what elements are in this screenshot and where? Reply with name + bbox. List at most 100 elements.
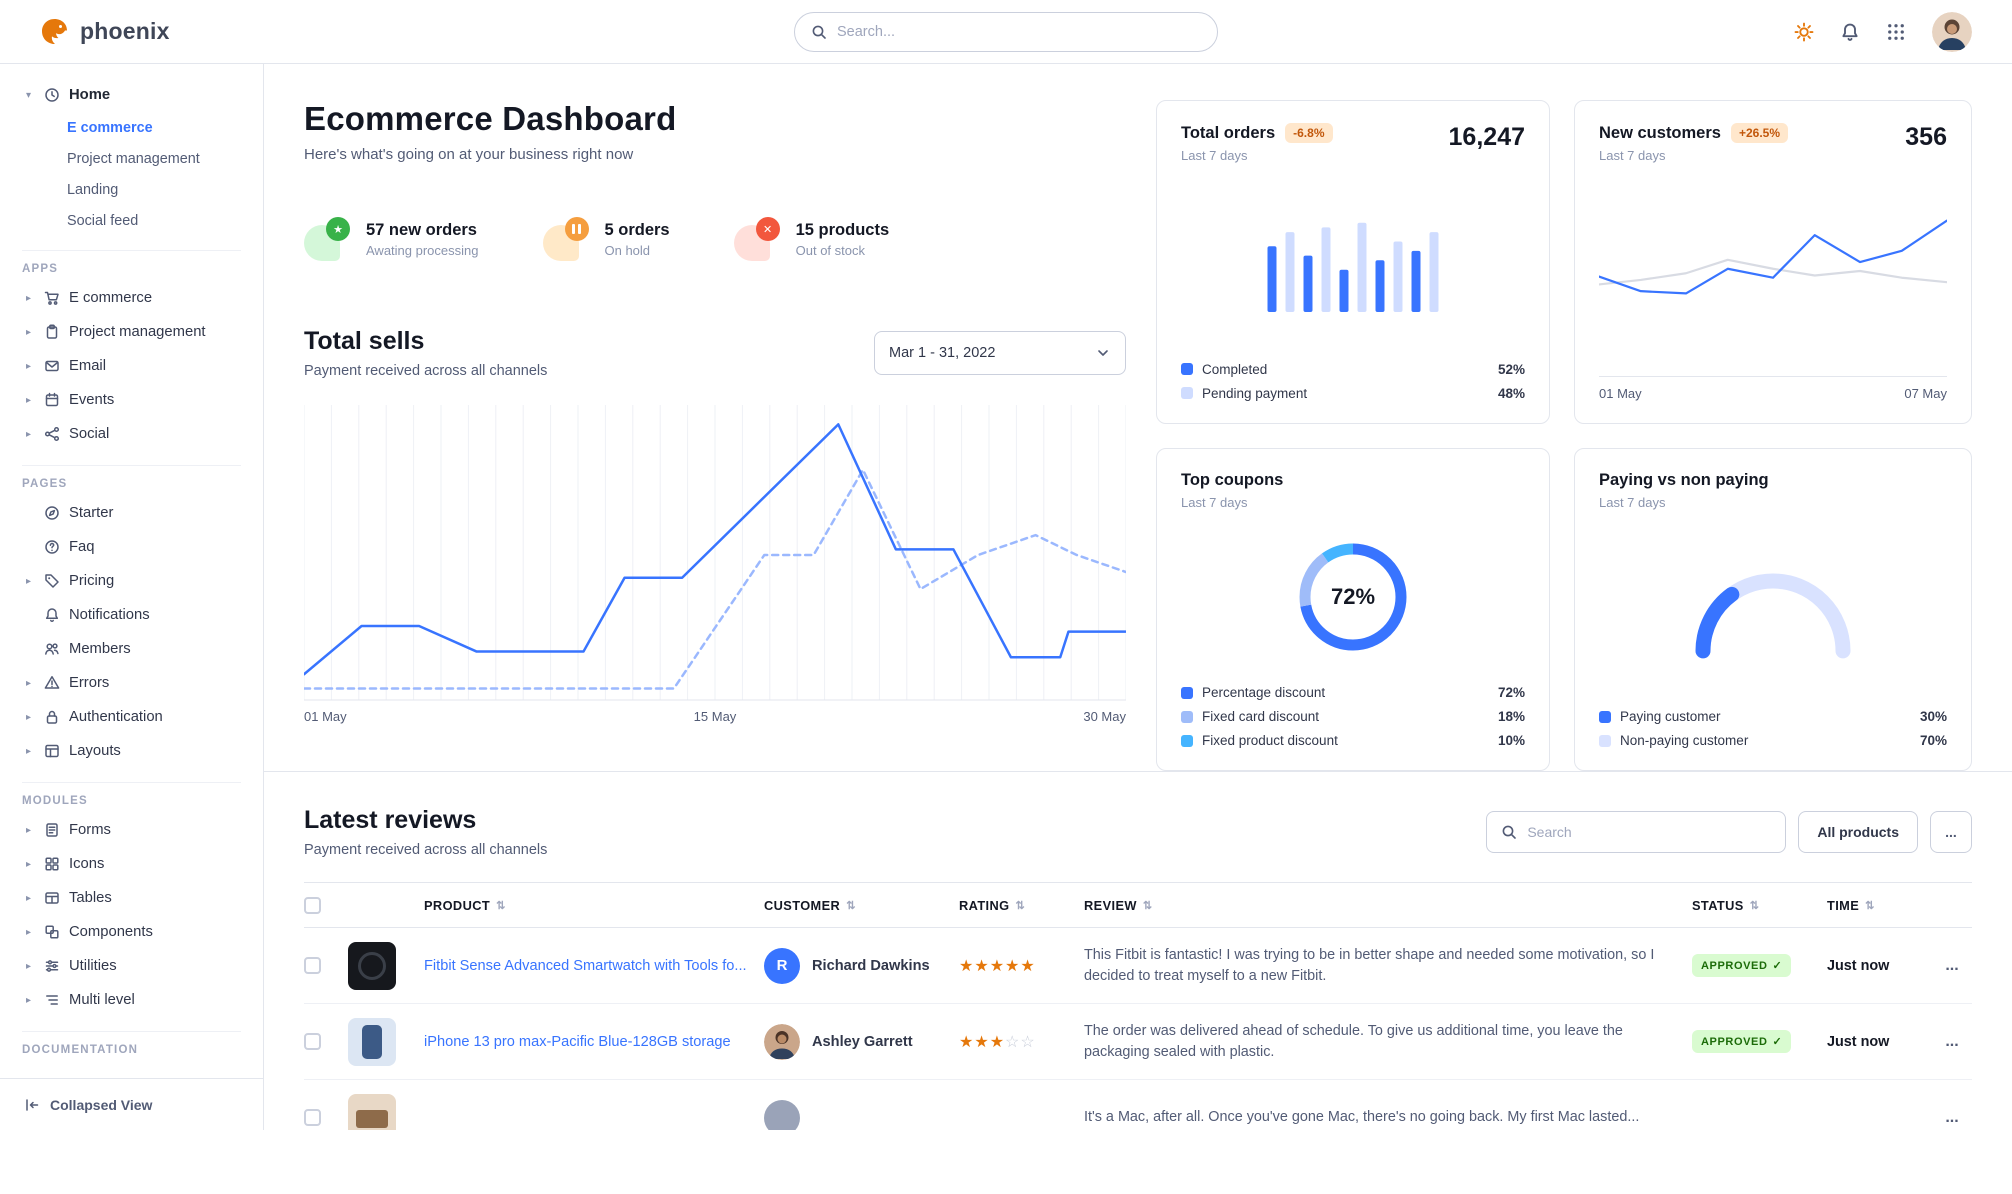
topbar: phoenix xyxy=(0,0,2012,64)
reviews-search[interactable] xyxy=(1486,811,1786,853)
row-checkbox[interactable] xyxy=(304,1109,321,1126)
row-more-button[interactable]: ... xyxy=(1932,1033,1972,1051)
customer-avatar[interactable]: R xyxy=(764,948,800,984)
caret-right-icon[interactable]: ▸ xyxy=(22,678,35,689)
sidebar-item-members[interactable]: Members xyxy=(22,632,241,666)
sidebar-item-apps-ecommerce[interactable]: ▸ E commerce xyxy=(22,281,241,315)
column-product[interactable]: PRODUCT⇅ xyxy=(424,898,764,913)
sidebar-item-layouts[interactable]: ▸ Layouts xyxy=(22,734,241,768)
caret-down-icon[interactable]: ▾ xyxy=(22,90,35,101)
product-link[interactable]: iPhone 13 pro max-Pacific Blue-128GB sto… xyxy=(424,1034,764,1050)
trend-badge: -6.8% xyxy=(1285,123,1332,143)
reviews-table: PRODUCT⇅ CUSTOMER⇅ RATING⇅ REVIEW⇅ STATU… xyxy=(304,882,1972,1130)
global-search-input[interactable] xyxy=(837,24,1201,40)
main-content: Ecommerce Dashboard Here's what's going … xyxy=(264,64,2012,1130)
caret-right-icon[interactable]: ▸ xyxy=(22,825,35,836)
customer-avatar[interactable] xyxy=(764,1024,800,1060)
sidebar-item-multi-level[interactable]: ▸ Multi level xyxy=(22,983,241,1017)
caret-right-icon[interactable]: ▸ xyxy=(22,429,35,440)
donut-center-label: 72% xyxy=(1293,537,1413,657)
theme-toggle-sun-icon[interactable] xyxy=(1794,22,1814,42)
sliders-icon xyxy=(44,958,60,974)
column-status[interactable]: STATUS⇅ xyxy=(1692,898,1827,913)
topbar-actions xyxy=(1794,12,1972,52)
sidebar-item-apps-email[interactable]: ▸ Email xyxy=(22,349,241,383)
sidebar-item-home[interactable]: ▾ Home xyxy=(22,78,241,112)
sidebar-item-icons[interactable]: ▸ Icons xyxy=(22,847,241,881)
brand-logo[interactable]: phoenix xyxy=(40,17,170,47)
x-icon: ✕ xyxy=(756,217,780,241)
apps-grid-icon[interactable] xyxy=(1886,22,1906,42)
sidebar-item-ecommerce[interactable]: E commerce xyxy=(67,112,241,143)
caret-right-icon[interactable]: ▸ xyxy=(22,327,35,338)
product-link[interactable]: Fitbit Sense Advanced Smartwatch with To… xyxy=(424,958,764,974)
column-rating[interactable]: RATING⇅ xyxy=(959,898,1084,913)
compass-icon xyxy=(44,505,60,521)
sidebar-item-apps-social[interactable]: ▸ Social xyxy=(22,417,241,451)
legend-item: Fixed product discount 10% xyxy=(1181,733,1525,748)
global-search[interactable] xyxy=(794,12,1218,52)
caret-right-icon[interactable]: ▸ xyxy=(22,927,35,938)
sidebar-item-starter[interactable]: Starter xyxy=(22,496,241,530)
collapsed-view-label: Collapsed View xyxy=(50,1097,152,1113)
column-review[interactable]: REVIEW⇅ xyxy=(1084,898,1692,913)
sidebar-item-components[interactable]: ▸ Components xyxy=(22,915,241,949)
column-time[interactable]: TIME⇅ xyxy=(1827,898,1932,913)
row-checkbox[interactable] xyxy=(304,1033,321,1050)
card-new-customers: New customers +26.5% Last 7 days 356 01 … xyxy=(1574,100,1972,424)
row-more-button[interactable]: ... xyxy=(1932,1109,1972,1127)
notifications-bell-icon[interactable] xyxy=(1840,22,1860,42)
caret-right-icon[interactable]: ▸ xyxy=(22,576,35,587)
reviews-search-input[interactable] xyxy=(1527,824,1771,840)
product-thumbnail-macbook[interactable] xyxy=(348,1094,396,1131)
legend-swatch xyxy=(1181,687,1193,699)
row-checkbox[interactable] xyxy=(304,957,321,974)
date-range-select[interactable]: Mar 1 - 31, 2022 xyxy=(874,331,1126,375)
sidebar-item-notifications[interactable]: Notifications xyxy=(22,598,241,632)
customer-avatar[interactable] xyxy=(764,1100,800,1131)
row-more-button[interactable]: ... xyxy=(1932,957,1972,975)
out-of-stock-icon: ✕ xyxy=(734,217,780,261)
sidebar-item-apps-events[interactable]: ▸ Events xyxy=(22,383,241,417)
caret-right-icon[interactable]: ▸ xyxy=(22,995,35,1006)
column-customer[interactable]: CUSTOMER⇅ xyxy=(764,898,959,913)
sidebar-item-project-management[interactable]: Project management xyxy=(67,143,241,174)
caret-right-icon[interactable]: ▸ xyxy=(22,293,35,304)
sidebar-item-authentication[interactable]: ▸ Authentication xyxy=(22,700,241,734)
sidebar-item-social-feed[interactable]: Social feed xyxy=(67,205,241,236)
select-all-checkbox[interactable] xyxy=(304,897,321,914)
reviews-more-button[interactable]: ... xyxy=(1930,811,1972,853)
caret-right-icon[interactable]: ▸ xyxy=(22,395,35,406)
collapsed-view-toggle[interactable]: Collapsed View xyxy=(0,1078,263,1130)
total-orders-bar-chart xyxy=(1193,212,1513,312)
sidebar-item-forms[interactable]: ▸ Forms xyxy=(22,813,241,847)
sidebar-item-pricing[interactable]: ▸ Pricing xyxy=(22,564,241,598)
sidebar-item-apps-project-management[interactable]: ▸ Project management xyxy=(22,315,241,349)
card-title: Total orders xyxy=(1181,124,1275,143)
caret-right-icon[interactable]: ▸ xyxy=(22,859,35,870)
product-thumbnail-smartwatch[interactable] xyxy=(348,942,396,990)
sidebar-item-tables[interactable]: ▸ Tables xyxy=(22,881,241,915)
sidebar-item-landing[interactable]: Landing xyxy=(67,174,241,205)
search-icon xyxy=(1501,824,1517,840)
caret-right-icon[interactable]: ▸ xyxy=(22,746,35,757)
caret-right-icon[interactable]: ▸ xyxy=(22,961,35,972)
star-empty-icon: ☆ xyxy=(1020,1034,1035,1051)
sidebar-item-utilities[interactable]: ▸ Utilities xyxy=(22,949,241,983)
caret-right-icon[interactable]: ▸ xyxy=(22,893,35,904)
product-thumbnail-iphone[interactable] xyxy=(348,1018,396,1066)
sidebar-item-errors[interactable]: ▸ Errors xyxy=(22,666,241,700)
all-products-button[interactable]: All products xyxy=(1798,811,1918,853)
top-coupons-legend: Percentage discount 72% Fixed card disco… xyxy=(1181,685,1525,748)
sidebar-item-faq[interactable]: Faq xyxy=(22,530,241,564)
caret-right-icon[interactable]: ▸ xyxy=(22,361,35,372)
user-avatar[interactable] xyxy=(1932,12,1972,52)
layout-icon xyxy=(44,743,60,759)
sort-icon: ⇅ xyxy=(1750,899,1760,912)
clipboard-icon xyxy=(44,324,60,340)
legend-swatch xyxy=(1599,735,1611,747)
search-icon xyxy=(811,24,827,40)
users-icon xyxy=(44,641,60,657)
caret-right-icon[interactable]: ▸ xyxy=(22,712,35,723)
customer-photo xyxy=(764,1024,800,1060)
